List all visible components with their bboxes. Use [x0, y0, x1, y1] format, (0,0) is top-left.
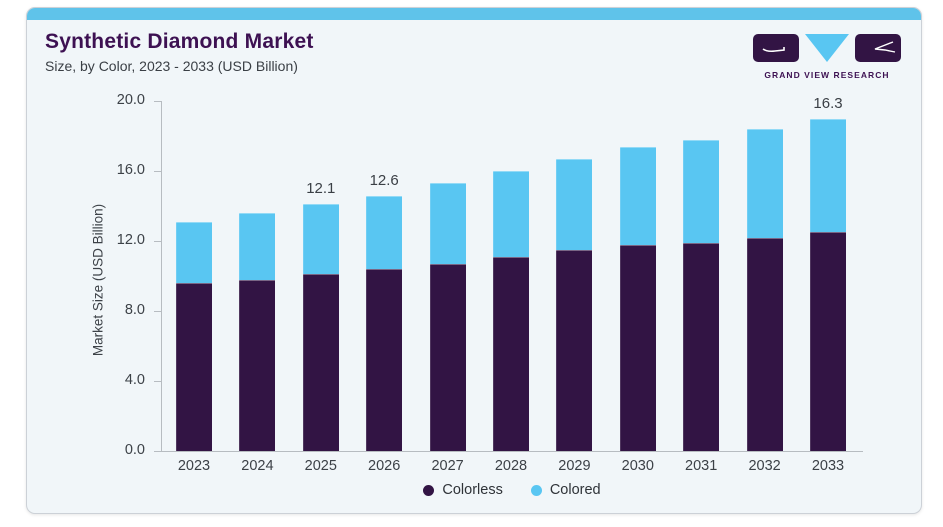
bar-segment-colored-2028 — [493, 171, 529, 257]
y-tick-label: 12.0 — [116, 232, 145, 248]
bar-segment-colorless-2025 — [302, 274, 339, 451]
bar-segment-colorless-2029 — [556, 249, 593, 451]
y-tick-label: 4.0 — [124, 372, 145, 388]
y-axis-line — [161, 101, 162, 452]
legend-dot-colored — [530, 484, 542, 496]
y-axis-tick — [154, 101, 161, 102]
y-tick-label: 16.0 — [116, 162, 145, 178]
x-axis-label-2025: 2025 — [304, 458, 337, 474]
x-axis-label-2026: 2026 — [368, 458, 401, 474]
legend-label-colored: Colored — [549, 482, 601, 498]
x-axis-label-2027: 2027 — [431, 458, 464, 474]
logo-wordmark: GRAND VIEW RESEARCH — [764, 70, 890, 80]
logo-r-glyph-icon — [874, 41, 896, 53]
y-tick-label: 0.0 — [124, 442, 145, 458]
bar-segment-colorless-2030 — [619, 244, 656, 451]
y-axis-tick — [154, 311, 161, 312]
y-tick-label: 8.0 — [124, 302, 145, 318]
bar-segment-colored-2032 — [746, 129, 783, 238]
legend-item-colorless: Colorless — [423, 482, 503, 498]
logo-g-block — [753, 34, 799, 62]
bar-segment-colorless-2028 — [493, 256, 529, 451]
y-axis-tick — [154, 171, 161, 172]
bar-segment-colored-2029 — [556, 158, 593, 250]
stacked-bar-chart: Market Size (USD Billion) 0.0 4.0 8.0 12.0 1… — [27, 8, 921, 513]
bar-segment-colorless-2033 — [810, 232, 846, 451]
bar-value-label-2025: 12.1 — [306, 180, 336, 198]
page-title: Synthetic Diamond Market — [45, 30, 314, 53]
x-axis-line — [161, 451, 863, 452]
x-axis-label-2030: 2030 — [621, 458, 654, 474]
grand-view-research-logo: GRAND VIEW RESEARCH — [753, 34, 901, 80]
x-axis-label-2032: 2032 — [748, 458, 781, 474]
bar-segment-colored-2025 — [302, 204, 339, 275]
chart-card: Synthetic Diamond Market Size, by Color,… — [26, 7, 922, 514]
y-axis-tick — [154, 451, 161, 452]
bar-segment-colored-2026 — [366, 195, 403, 269]
x-axis-label-2023: 2023 — [177, 458, 211, 474]
bar-segment-colorless-2027 — [429, 263, 466, 451]
x-axis-label-2033: 2033 — [811, 458, 845, 474]
y-axis-title: Market Size (USD Billion) — [90, 203, 106, 357]
chart-header: Synthetic Diamond Market Size, by Color,… — [45, 30, 314, 74]
bar-value-label-2026: 12.6 — [369, 171, 399, 189]
y-axis-tick — [154, 241, 161, 242]
logo-g-glyph-icon — [762, 47, 785, 53]
bar-segment-colored-2031 — [683, 139, 720, 243]
page-subtitle: Size, by Color, 2023 - 2033 (USD Billion… — [45, 58, 298, 74]
legend-item-colored: Colored — [530, 482, 601, 498]
bar-segment-colored-2023 — [176, 221, 212, 283]
x-axis-label-2029: 2029 — [558, 458, 591, 474]
x-axis-label-2031: 2031 — [685, 458, 718, 474]
chart-legend: Colorless Colored — [161, 482, 863, 498]
legend-dot-colorless — [423, 484, 435, 496]
bar-segment-colored-2033 — [810, 118, 846, 233]
x-axis-label-2024: 2024 — [241, 458, 274, 474]
bar-segment-colorless-2023 — [176, 283, 212, 451]
bar-segment-colored-2027 — [429, 183, 466, 264]
logo-shapes — [753, 34, 901, 64]
y-axis-tick — [154, 381, 161, 382]
bar-segment-colored-2024 — [239, 213, 276, 280]
bar-segment-colorless-2026 — [366, 269, 403, 451]
bar-segment-colorless-2032 — [746, 237, 783, 451]
legend-label-colorless: Colorless — [442, 482, 503, 498]
logo-r-block — [855, 34, 901, 62]
accent-top-strip — [27, 8, 921, 20]
bar-value-label-2033: 16.3 — [813, 94, 843, 112]
x-axis-label-2028: 2028 — [494, 458, 528, 474]
y-tick-label: 20.0 — [116, 92, 145, 108]
bar-segment-colorless-2031 — [683, 242, 720, 451]
bar-segment-colorless-2024 — [239, 279, 276, 451]
logo-v-triangle-icon — [805, 34, 849, 62]
bar-segment-colored-2030 — [619, 146, 656, 245]
